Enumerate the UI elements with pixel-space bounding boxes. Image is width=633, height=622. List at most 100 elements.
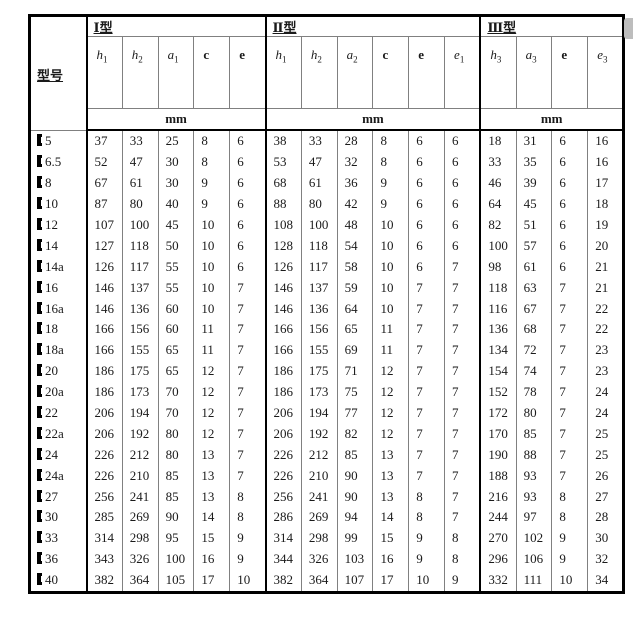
table-cell: 7 xyxy=(551,423,588,445)
table-cell: 7 xyxy=(408,360,445,382)
unit-header: mm xyxy=(479,108,624,131)
table-cell: 88 xyxy=(515,444,552,466)
table-cell: 6 xyxy=(229,193,266,215)
table-cell: 7 xyxy=(551,444,588,466)
table-row: 30 285 269 90 14 8 286 269 94 14 8 7 244 97 8 28 xyxy=(30,507,624,528)
table-cell: 12 xyxy=(372,360,409,382)
table-cell: 16 xyxy=(372,548,409,570)
table-cell: 241 xyxy=(300,486,338,508)
table-cell: 100 xyxy=(300,214,338,236)
table-cell: 7 xyxy=(551,319,588,340)
table-cell: 13 xyxy=(193,444,230,466)
table-cell: 256 xyxy=(264,486,302,508)
column-symbol-header: h2 xyxy=(300,36,338,109)
channel-steel-symbol-icon xyxy=(37,406,42,419)
table-cell: 108 xyxy=(264,214,302,236)
table-cell: 6 xyxy=(444,235,481,257)
table-row: 6.5 52 47 30 8 6 53 47 32 8 6 6 33 35 6 16 xyxy=(30,151,624,173)
table-cell: 13 xyxy=(372,486,409,508)
table-cell: 166 xyxy=(264,339,302,361)
table-cell: 18 xyxy=(479,130,517,152)
table-cell: 134 xyxy=(479,339,517,361)
column-symbol-header: e xyxy=(551,36,588,109)
channel-steel-symbol-icon xyxy=(37,238,42,251)
row-label: 22a xyxy=(30,423,87,444)
table-cell: 61 xyxy=(300,172,338,194)
row-label: 5 xyxy=(30,130,87,152)
table-cell: 40 xyxy=(157,193,194,215)
channel-steel-symbol-icon xyxy=(37,447,42,460)
table-cell: 14 xyxy=(193,507,230,528)
unit-header: mm xyxy=(85,108,266,131)
row-label: 16 xyxy=(30,277,87,298)
table-row: 27 256 241 85 13 8 256 241 90 13 8 7 216 93 8 27 xyxy=(30,486,624,508)
column-symbol-header: c xyxy=(372,36,409,109)
table-cell: 7 xyxy=(551,298,588,320)
table-cell: 298 xyxy=(121,527,159,549)
table-cell: 206 xyxy=(85,423,123,445)
channel-steel-symbol-icon xyxy=(37,322,42,335)
table-cell: 7 xyxy=(229,444,266,466)
table-cell: 269 xyxy=(300,507,338,528)
table-cell: 105 xyxy=(157,569,194,593)
table-cell: 37 xyxy=(85,130,123,152)
table-cell: 210 xyxy=(300,465,338,487)
table-cell: 34 xyxy=(587,569,624,593)
table-row: 18a 166 155 65 11 7 166 155 69 11 7 7 134 72 7 23 xyxy=(30,339,624,361)
table-cell: 12 xyxy=(193,360,230,382)
table-cell: 59 xyxy=(336,277,373,299)
table-cell: 13 xyxy=(193,486,230,508)
spec-table-container: 型号 Ⅰ型 Ⅱ型 Ⅲ型 h1 h2 a1 c e h1 h2 a2 c e e1 h3 a3 e e3 mm mm mm … xyxy=(28,14,626,594)
table-cell: 97 xyxy=(515,507,552,528)
table-cell: 42 xyxy=(336,193,373,215)
table-cell: 38 xyxy=(264,130,302,152)
table-cell: 25 xyxy=(587,423,624,445)
column-symbol-header: c xyxy=(193,36,230,109)
table-cell: 16 xyxy=(587,130,624,152)
channel-steel-symbol-icon xyxy=(37,531,42,544)
table-cell: 244 xyxy=(479,507,517,528)
table-row: 33 314 298 95 15 9 314 298 99 15 9 8 270 102 9 30 xyxy=(30,527,624,549)
table-cell: 10 xyxy=(372,277,409,299)
table-cell: 65 xyxy=(336,319,373,340)
table-cell: 382 xyxy=(264,569,302,593)
scrollbar-thumb[interactable] xyxy=(624,18,633,39)
table-cell: 30 xyxy=(587,527,624,549)
table-cell: 11 xyxy=(193,339,230,361)
table-cell: 136 xyxy=(121,298,159,320)
table-cell: 117 xyxy=(121,256,159,278)
table-cell: 12 xyxy=(372,381,409,403)
table-cell: 7 xyxy=(444,402,481,424)
column-symbol-header: a3 xyxy=(515,36,552,109)
table-cell: 52 xyxy=(85,151,123,173)
column-symbol-header: h3 xyxy=(479,36,517,109)
table-cell: 12 xyxy=(193,381,230,403)
table-cell: 15 xyxy=(372,527,409,549)
table-cell: 7 xyxy=(229,360,266,382)
table-cell: 85 xyxy=(515,423,552,445)
table-cell: 102 xyxy=(515,527,552,549)
table-cell: 107 xyxy=(336,569,373,593)
table-cell: 9 xyxy=(444,569,481,593)
table-cell: 10 xyxy=(408,569,445,593)
table-cell: 75 xyxy=(336,381,373,403)
table-cell: 226 xyxy=(85,465,123,487)
table-cell: 6 xyxy=(408,256,445,278)
table-cell: 12 xyxy=(372,402,409,424)
table-cell: 7 xyxy=(408,444,445,466)
table-cell: 8 xyxy=(444,548,481,570)
channel-steel-symbol-icon xyxy=(37,343,42,356)
table-cell: 269 xyxy=(121,507,159,528)
table-cell: 7 xyxy=(408,465,445,487)
channel-steel-dimensions-table: 型号 Ⅰ型 Ⅱ型 Ⅲ型 h1 h2 a1 c e h1 h2 a2 c e e1 h3 a3 e e3 mm mm mm … xyxy=(28,14,626,594)
row-label: 36 xyxy=(30,549,87,570)
table-cell: 9 xyxy=(408,527,445,549)
table-cell: 210 xyxy=(121,465,159,487)
table-cell: 9 xyxy=(551,527,588,549)
table-cell: 7 xyxy=(408,423,445,445)
table-cell: 7 xyxy=(444,507,481,528)
table-cell: 6 xyxy=(229,130,266,152)
table-cell: 6 xyxy=(229,151,266,173)
table-cell: 8 xyxy=(229,486,266,508)
table-cell: 127 xyxy=(85,235,123,257)
